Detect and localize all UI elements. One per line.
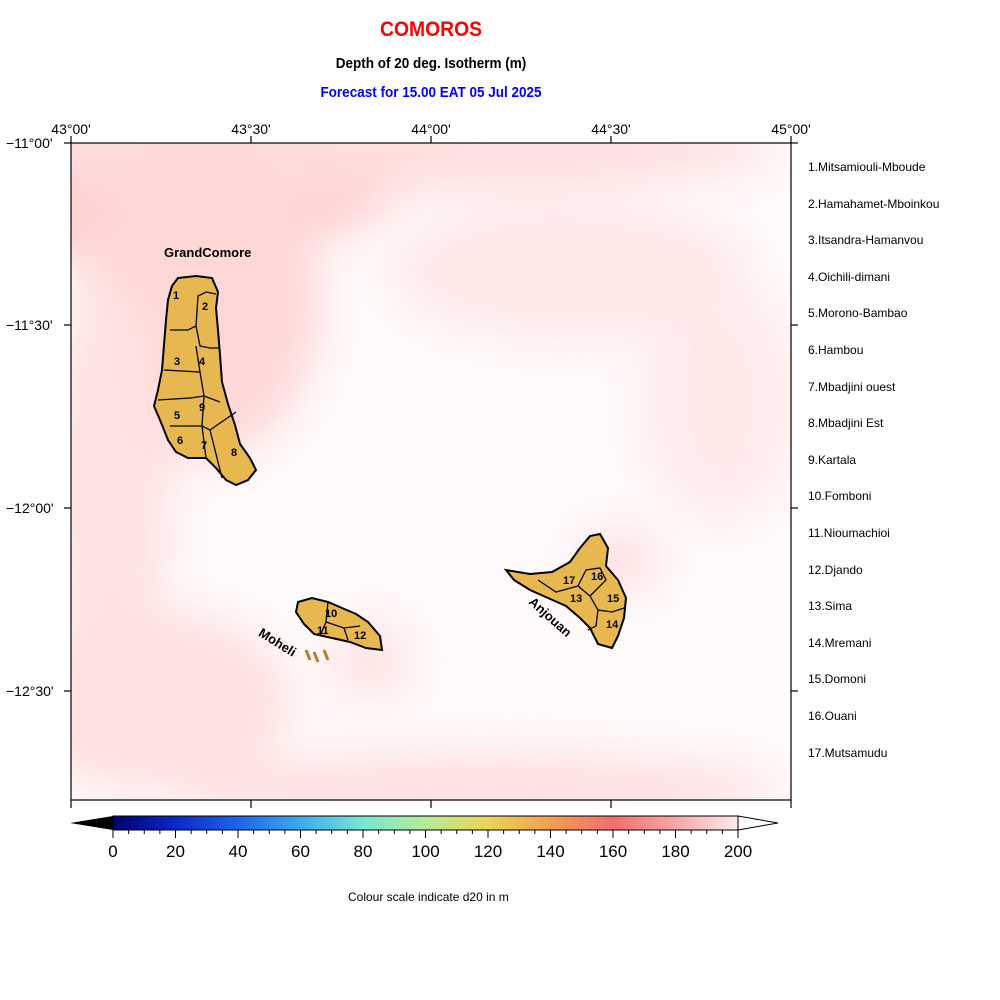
legend-item: 5.Morono-Bambao <box>808 306 908 321</box>
region-number-label: 1 <box>173 290 180 302</box>
region-number-label: 2 <box>202 301 209 313</box>
legend-item: 11.Nioumachioi <box>808 525 890 540</box>
legend-item: 4.Oichili-dimani <box>808 269 891 284</box>
region-number-label: 8 <box>231 447 238 459</box>
region-number-label: 6 <box>177 435 184 447</box>
lon-tick-label: 44°30' <box>591 121 631 137</box>
colorbar-tick-label: 180 <box>661 842 690 861</box>
region-number-label: 15 <box>607 593 620 605</box>
region-number-label: 14 <box>606 619 619 631</box>
legend-item: 2.Hamahamet-Mboinkou <box>808 196 940 211</box>
lon-tick-label: 43°30' <box>231 121 271 137</box>
frame-ticks <box>64 136 798 808</box>
colorbar-tick-label: 100 <box>411 842 440 861</box>
lat-tick-label: −12°00' <box>6 500 54 516</box>
region-number-label: 11 <box>317 625 329 637</box>
colorbar-tick-label: 0 <box>108 842 118 861</box>
region-number-label: 7 <box>201 440 208 452</box>
grand-comore-island <box>152 274 258 487</box>
region-number-label: 17 <box>563 575 576 587</box>
colorbar-tick-label: 160 <box>598 842 628 861</box>
region-number-label: 16 <box>591 571 604 583</box>
map-subtitle: Depth of 20 deg. Isotherm (m) <box>335 55 527 72</box>
legend-item: 13.Sima <box>808 599 853 614</box>
island-label-grand-comore: GrandComore <box>164 245 252 260</box>
region-number-label: 5 <box>174 410 181 422</box>
colorbar-tick-label: 60 <box>291 842 310 861</box>
legend-item: 10.Fomboni <box>808 489 872 504</box>
legend-item: 12.Djando <box>808 562 863 577</box>
map-title: COMOROS <box>380 18 482 41</box>
colorbar-caption: Colour scale indicate d20 in m <box>348 890 509 904</box>
legend-item: 15.Domoni <box>808 672 867 687</box>
legend-item: 6.Hambou <box>808 342 864 357</box>
forecast-time: Forecast for 15.00 EAT 05 Jul 2025 <box>320 84 542 101</box>
legend-item: 7.Mbadjini ouest <box>808 379 896 394</box>
legend-item: 1.Mitsamiouli-Mboude <box>808 160 926 174</box>
moheli-island <box>294 596 384 663</box>
colorbar-tick-label: 140 <box>536 842 565 861</box>
legend-item: 9.Kartala <box>808 452 857 467</box>
region-legend: 1.Mitsamiouli-Mboude 2.Hamahamet-Mboinko… <box>808 158 939 780</box>
region-number-label: 4 <box>199 356 206 368</box>
colorbar-tick-label: 40 <box>228 842 248 861</box>
colorbar-tick-label: 20 <box>166 842 185 861</box>
anjouan-island <box>503 532 628 650</box>
lon-tick-label: 44°00' <box>411 121 451 137</box>
legend-item: 8.Mbadjini Est <box>808 416 884 431</box>
lon-tick-label: 43°00' <box>51 121 91 137</box>
legend-item: 17.Mutsamudu <box>808 745 888 760</box>
lon-tick-label: 45°00' <box>771 121 811 137</box>
region-number-label: 3 <box>174 356 181 368</box>
region-number-label: 12 <box>354 630 367 642</box>
colorbar <box>70 815 779 838</box>
legend-item: 3.Itsandra-Hamanvou <box>808 233 924 248</box>
lat-tick-label: −12°30' <box>6 683 54 699</box>
colorbar-tick-label: 120 <box>473 842 503 861</box>
legend-item: 14.Mremani <box>808 635 872 650</box>
legend-item: 16.Ouani <box>808 708 857 723</box>
lat-tick-label: −11°30' <box>6 317 53 333</box>
region-number-label: 13 <box>570 593 583 605</box>
region-number-label: 9 <box>199 402 206 414</box>
colorbar-tick-label: 200 <box>723 842 753 861</box>
d20-field <box>71 143 791 800</box>
region-number-label: 10 <box>325 608 338 620</box>
colorbar-tick-label: 80 <box>353 842 373 861</box>
lat-tick-label: −11°00' <box>6 135 53 151</box>
